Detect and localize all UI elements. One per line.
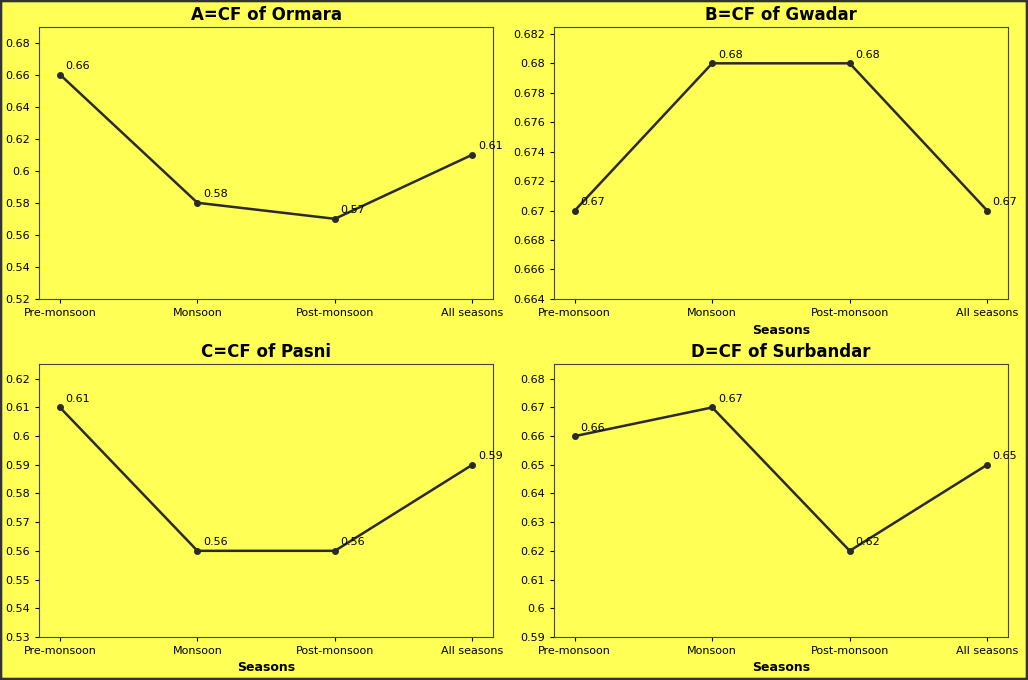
Text: 0.57: 0.57	[340, 205, 365, 216]
Text: 0.58: 0.58	[203, 189, 228, 199]
Text: 0.56: 0.56	[340, 537, 365, 547]
Text: 0.67: 0.67	[993, 197, 1018, 207]
Text: 0.61: 0.61	[66, 394, 90, 404]
Text: 0.65: 0.65	[993, 452, 1018, 461]
Title: D=CF of Surbandar: D=CF of Surbandar	[691, 343, 871, 362]
Text: 0.67: 0.67	[580, 197, 605, 207]
Text: 0.56: 0.56	[203, 537, 227, 547]
Text: 0.68: 0.68	[855, 50, 880, 60]
X-axis label: Seasons: Seasons	[751, 324, 810, 337]
Text: 0.67: 0.67	[718, 394, 742, 404]
Text: 0.68: 0.68	[718, 50, 742, 60]
X-axis label: Seasons: Seasons	[237, 662, 295, 675]
X-axis label: Seasons: Seasons	[751, 662, 810, 675]
Text: 0.66: 0.66	[580, 422, 604, 432]
Title: C=CF of Pasni: C=CF of Pasni	[201, 343, 331, 362]
Text: 0.61: 0.61	[478, 141, 503, 151]
Title: A=CF of Ormara: A=CF of Ormara	[190, 5, 341, 24]
Title: B=CF of Gwadar: B=CF of Gwadar	[705, 5, 857, 24]
Text: 0.62: 0.62	[855, 537, 880, 547]
Text: 0.59: 0.59	[478, 452, 503, 461]
Text: 0.66: 0.66	[66, 61, 90, 71]
